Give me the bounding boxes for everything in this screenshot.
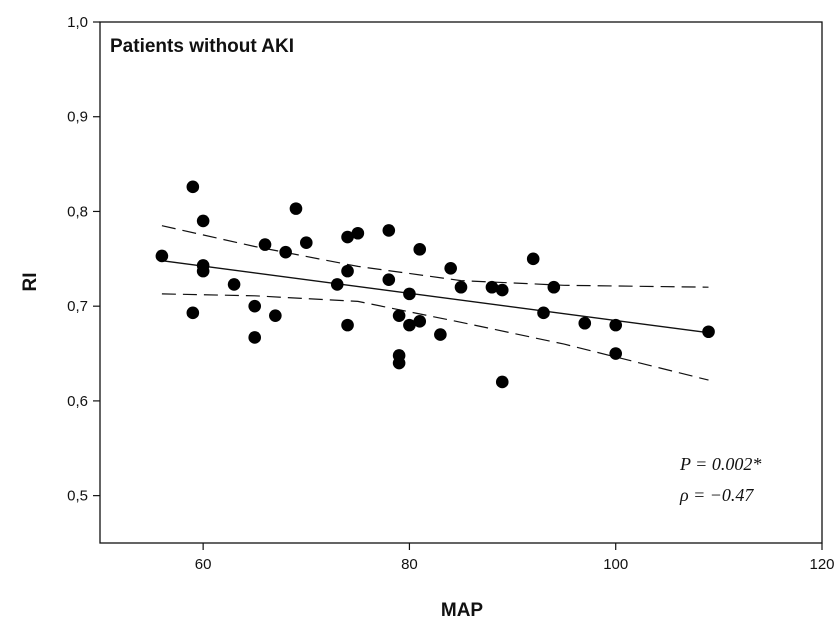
axis-ticks: 60 80 100 120 0,5 0,6 0,7 0,8 0,9 1,0 [67,14,834,573]
data-point [289,202,303,215]
data-point [392,309,406,322]
data-point [279,245,292,259]
data-point [526,252,540,266]
data-point [537,306,550,320]
data-point [269,309,282,322]
data-point [227,278,241,291]
x-tick-label: 60 [195,556,212,573]
data-point [485,280,499,294]
data-point [196,264,210,278]
data-point [403,287,416,301]
data-point [392,356,406,370]
regression-line [161,260,709,334]
data-point [330,278,344,291]
data-point [351,226,365,240]
ci-upper-line [161,225,709,288]
plot-title: Patients without AKI [110,36,294,57]
data-point [341,318,354,332]
regression-layer [161,260,709,334]
data-point [454,280,468,294]
y-tick-label: 0,8 [67,203,88,220]
data-point [609,347,623,360]
y-tick-label: 0,5 [67,488,88,505]
x-tick-label: 120 [809,556,834,573]
confidence-bands [161,225,709,381]
data-point [186,306,200,320]
y-tick-label: 0,7 [67,298,88,315]
data-point [403,318,416,332]
data-point [341,264,354,278]
x-tick-label: 100 [603,556,628,573]
data-point [578,316,592,330]
data-points [155,180,715,389]
rho-annotation: ρ = −0.47 [679,485,754,505]
data-point [444,261,457,275]
y-axis-title: RI [20,273,41,292]
data-point [382,224,396,237]
x-tick-label: 80 [401,556,418,573]
data-point [547,280,561,294]
data-point [382,273,396,286]
data-point [434,328,447,341]
data-point [495,375,509,389]
y-tick-label: 0,6 [67,393,88,410]
data-point [702,325,715,339]
data-point [258,238,272,251]
y-tick-label: 0,9 [67,109,88,126]
data-point [186,180,200,194]
x-axis-title: MAP [441,600,484,621]
data-point [495,283,509,297]
p-value-annotation: P = 0.002* [679,454,761,474]
data-point [299,236,313,250]
data-point [196,214,210,228]
y-tick-label: 1,0 [67,14,88,31]
plot-frame [99,21,823,544]
data-point [248,299,262,313]
data-point [155,249,169,263]
ci-lower-line [161,293,709,381]
data-point [248,331,262,344]
data-point [341,230,354,244]
data-point [413,315,427,328]
data-point [413,243,427,256]
data-point [609,318,623,332]
